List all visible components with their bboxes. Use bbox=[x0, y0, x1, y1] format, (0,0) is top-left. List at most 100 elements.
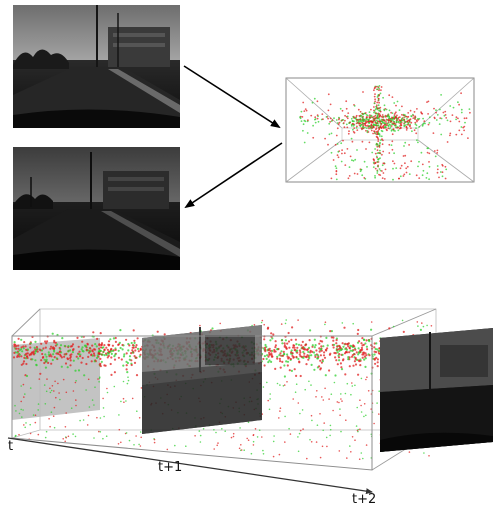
event-point bbox=[311, 344, 314, 347]
event-point bbox=[59, 347, 62, 351]
event-point bbox=[377, 114, 379, 117]
input-frame-top bbox=[13, 5, 180, 128]
event-point bbox=[99, 346, 103, 349]
event-point bbox=[103, 344, 106, 347]
event-point bbox=[379, 157, 381, 160]
event-point bbox=[376, 117, 379, 120]
event-point bbox=[22, 409, 24, 411]
event-point bbox=[314, 116, 317, 119]
event-point bbox=[378, 390, 381, 393]
event-point bbox=[77, 353, 80, 356]
event-point bbox=[353, 172, 356, 175]
event-point bbox=[334, 165, 337, 168]
event-point bbox=[357, 353, 360, 356]
event-point bbox=[455, 118, 457, 121]
event-point bbox=[136, 410, 138, 413]
event-point bbox=[339, 408, 341, 410]
event-point bbox=[289, 357, 292, 361]
event-point bbox=[349, 155, 352, 158]
event-point bbox=[135, 356, 138, 359]
event-point bbox=[346, 117, 349, 120]
event-point bbox=[354, 439, 356, 442]
event-point bbox=[319, 359, 322, 362]
event-point bbox=[404, 162, 406, 165]
event-point bbox=[416, 321, 419, 323]
event-point bbox=[306, 132, 309, 134]
event-point bbox=[364, 357, 367, 360]
event-point bbox=[417, 141, 419, 144]
event-point bbox=[390, 120, 393, 123]
event-point bbox=[346, 115, 349, 118]
event-point bbox=[390, 125, 393, 127]
event-point bbox=[253, 324, 256, 326]
event-point bbox=[267, 326, 270, 329]
event-point bbox=[305, 363, 308, 366]
event-point bbox=[26, 348, 29, 351]
event-point bbox=[238, 447, 241, 450]
event-point bbox=[333, 117, 335, 120]
event-point bbox=[410, 127, 412, 129]
event-point bbox=[419, 328, 422, 331]
event-point bbox=[377, 104, 380, 107]
event-point bbox=[288, 369, 291, 372]
event-point bbox=[365, 121, 368, 124]
event-point bbox=[55, 352, 58, 355]
event-point bbox=[457, 117, 459, 120]
event-point bbox=[333, 343, 336, 346]
event-point bbox=[287, 357, 290, 360]
event-point bbox=[324, 387, 326, 390]
event-point bbox=[98, 377, 101, 380]
event-point bbox=[428, 178, 430, 181]
event-point bbox=[346, 457, 348, 459]
event-point bbox=[122, 364, 125, 367]
event-point bbox=[25, 357, 28, 360]
event-point bbox=[88, 351, 91, 354]
event-point bbox=[18, 355, 21, 358]
event-point bbox=[254, 428, 257, 430]
event-point bbox=[350, 345, 353, 348]
event-point bbox=[357, 347, 360, 350]
event-point bbox=[375, 119, 378, 122]
event-point bbox=[375, 122, 378, 125]
event-point bbox=[267, 399, 270, 402]
event-point bbox=[279, 360, 282, 363]
event-point bbox=[446, 119, 449, 122]
event-point bbox=[128, 344, 131, 347]
event-point bbox=[375, 85, 378, 88]
event-point bbox=[120, 400, 122, 403]
event-point bbox=[357, 373, 360, 376]
event-point bbox=[91, 350, 94, 353]
event-point bbox=[99, 357, 102, 360]
event-point bbox=[20, 338, 23, 341]
event-point bbox=[366, 166, 368, 168]
event-point bbox=[398, 125, 401, 127]
event-point bbox=[359, 399, 361, 402]
event-point bbox=[324, 137, 326, 140]
event-point bbox=[463, 117, 466, 120]
event-point bbox=[66, 366, 69, 369]
event-point bbox=[246, 437, 248, 440]
event-point bbox=[378, 127, 381, 130]
event-point bbox=[213, 429, 215, 431]
event-point bbox=[329, 121, 331, 123]
event-point bbox=[386, 129, 388, 132]
event-point bbox=[14, 404, 16, 407]
event-point bbox=[13, 351, 16, 354]
event-point bbox=[313, 97, 316, 100]
event-point bbox=[469, 111, 471, 114]
event-point bbox=[128, 355, 132, 358]
event-point bbox=[282, 350, 285, 353]
event-point bbox=[315, 396, 317, 398]
event-point bbox=[336, 127, 339, 130]
event-point bbox=[374, 167, 377, 170]
event-point bbox=[320, 345, 323, 348]
event-point bbox=[318, 347, 321, 350]
event-point bbox=[391, 117, 394, 119]
event-point bbox=[449, 132, 452, 135]
event-point bbox=[272, 440, 275, 443]
event-point bbox=[299, 374, 302, 378]
event-point bbox=[71, 349, 75, 352]
event-point bbox=[299, 351, 302, 354]
event-point bbox=[379, 110, 382, 113]
event-point bbox=[354, 158, 357, 161]
